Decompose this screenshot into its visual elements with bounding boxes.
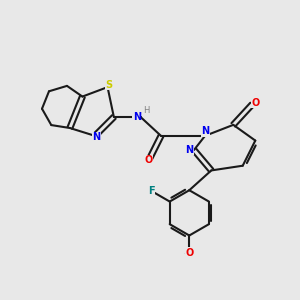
Text: O: O <box>251 98 260 108</box>
Text: O: O <box>186 248 194 258</box>
Text: O: O <box>144 155 153 165</box>
Text: F: F <box>148 186 154 196</box>
Text: H: H <box>143 106 149 115</box>
Text: N: N <box>92 132 101 142</box>
Text: N: N <box>202 126 210 136</box>
Text: N: N <box>185 145 194 155</box>
Text: S: S <box>106 80 113 90</box>
Text: N: N <box>133 112 141 122</box>
